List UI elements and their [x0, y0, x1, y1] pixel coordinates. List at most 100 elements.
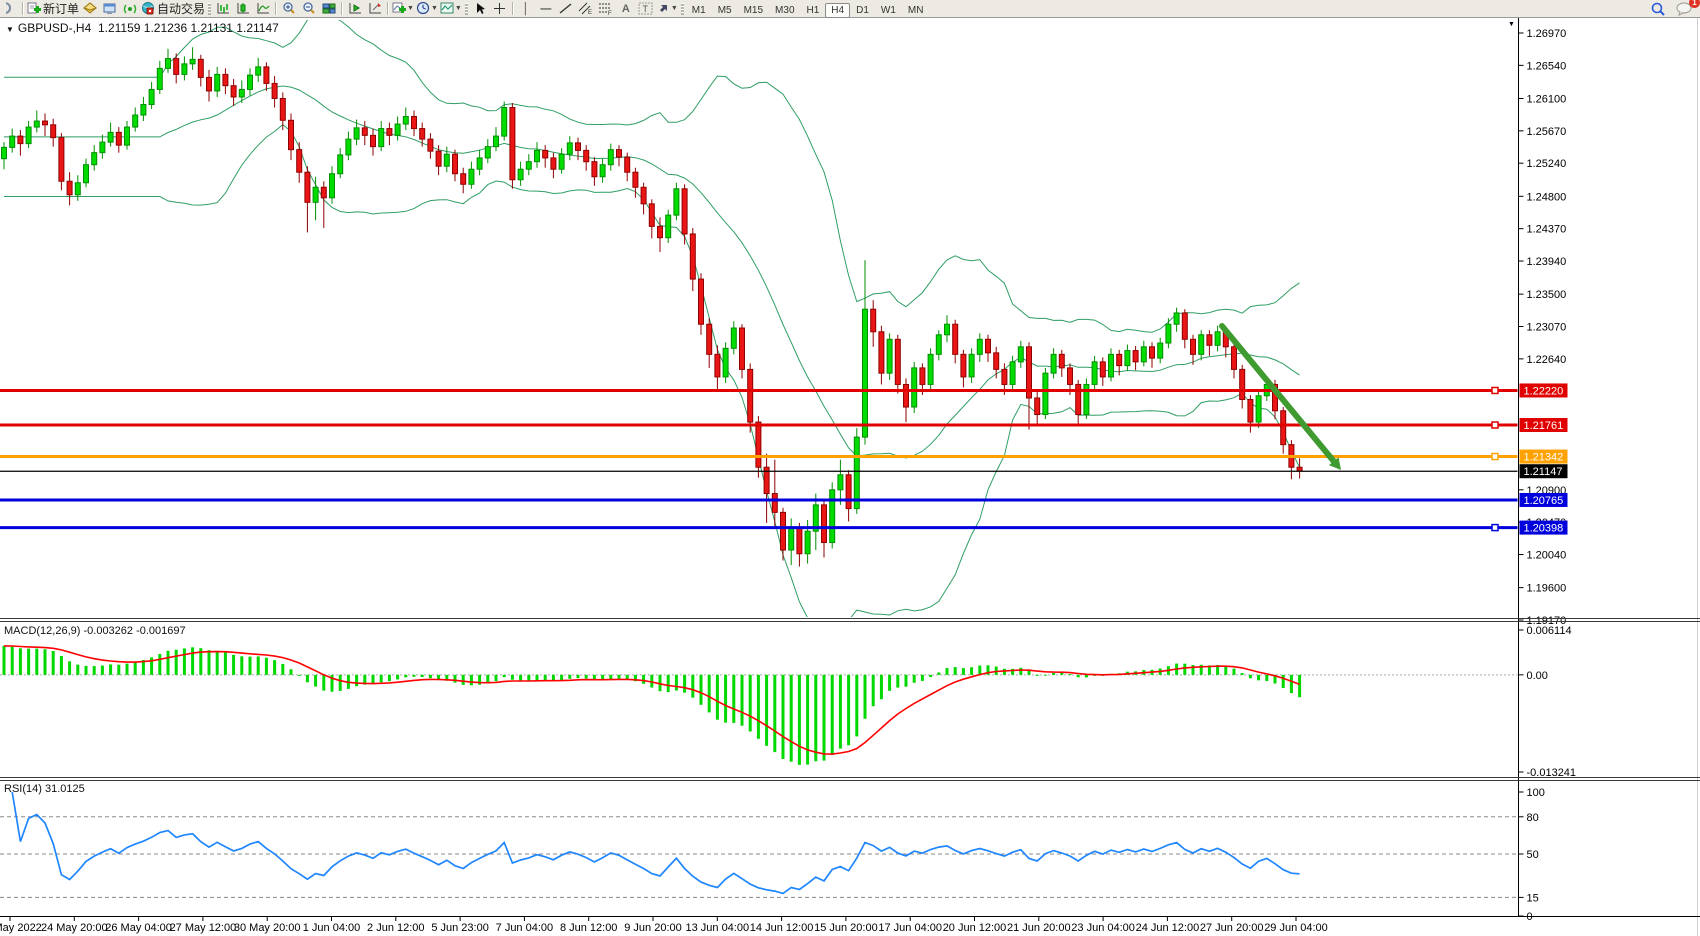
- svg-text:24 Jun 12:00: 24 Jun 12:00: [1136, 922, 1200, 934]
- svg-text:2 Jun 12:00: 2 Jun 12:00: [367, 922, 425, 934]
- charts-button[interactable]: [100, 1, 120, 16]
- notifications-button[interactable]: 1: [1674, 0, 1700, 16]
- vertical-line-button[interactable]: │: [522, 2, 530, 15]
- periods-button[interactable]: ▼: [415, 1, 439, 16]
- tile-windows-button[interactable]: [319, 1, 339, 16]
- timeframe-h1-button[interactable]: H1: [806, 4, 820, 16]
- main-toolbar: 新订单 自动交易 ▼ ▼: [0, 0, 1700, 18]
- price-axis[interactable]: 1.26970 1.26540 1.26100 1.25670 1.25240 1.248…: [1508, 17, 1698, 936]
- svg-text:9 Jun 20:00: 9 Jun 20:00: [624, 922, 682, 934]
- zoom-out-button[interactable]: [299, 1, 319, 16]
- svg-text:1.21761: 1.21761: [1524, 420, 1564, 432]
- templates-button[interactable]: ▼: [439, 1, 463, 16]
- level-handle[interactable]: [1491, 452, 1499, 461]
- zoom-in-button[interactable]: [279, 1, 299, 16]
- svg-text:0.00: 0.00: [1527, 670, 1548, 682]
- timeframe-m30-button[interactable]: M30: [775, 4, 795, 16]
- level-handle[interactable]: [1491, 523, 1499, 532]
- search-button[interactable]: [1648, 1, 1668, 16]
- indicators-button[interactable]: ▼: [391, 1, 415, 16]
- autotrading-icon: [142, 2, 155, 15]
- svg-text:1.25240: 1.25240: [1527, 158, 1567, 170]
- svg-text:7 Jun 04:00: 7 Jun 04:00: [496, 922, 554, 934]
- timeframe-m1-button[interactable]: M1: [691, 4, 706, 16]
- svg-text:8 Jun 12:00: 8 Jun 12:00: [560, 922, 618, 934]
- level-price-badge: 1.21761: [1519, 418, 1568, 433]
- fibonacci-button[interactable]: F: [596, 1, 616, 16]
- clipped-icon: [0, 1, 20, 16]
- bar-chart-button[interactable]: [213, 1, 233, 16]
- new-order-button[interactable]: 新订单: [26, 1, 80, 16]
- cursor-button[interactable]: [470, 1, 490, 16]
- chart-shift-button[interactable]: [365, 1, 385, 16]
- rsi-pane: [0, 791, 1518, 898]
- metaeditor-button[interactable]: [80, 1, 100, 16]
- new-order-label: 新订单: [43, 2, 80, 16]
- horizontal-levels-layer[interactable]: [0, 386, 1519, 532]
- autotrading-label: 自动交易: [157, 2, 206, 16]
- timeframe-mn-button[interactable]: MN: [907, 4, 924, 16]
- svg-text:13 Jun 04:00: 13 Jun 04:00: [685, 922, 749, 934]
- svg-text:T: T: [643, 4, 649, 14]
- svg-text:F: F: [608, 11, 612, 15]
- level-handle[interactable]: [1491, 386, 1499, 395]
- svg-text:1.26540: 1.26540: [1527, 60, 1567, 72]
- timeframe-m5-button[interactable]: M5: [717, 4, 732, 16]
- equidistant-channel-button[interactable]: E: [576, 1, 596, 16]
- signal-button[interactable]: [120, 1, 140, 16]
- timeframe-m15-button[interactable]: M15: [743, 4, 764, 16]
- trendline-button[interactable]: [556, 1, 576, 16]
- macd-pane: [0, 645, 1518, 765]
- auto-scroll-icon: [349, 3, 362, 14]
- svg-text:1.22640: 1.22640: [1527, 354, 1567, 366]
- new-order-icon: [27, 2, 41, 14]
- scale-marker-icon: ▼: [1508, 21, 1515, 28]
- bar-chart-icon: [217, 3, 230, 14]
- autotrading-button[interactable]: 自动交易: [140, 1, 206, 16]
- search-icon: [1651, 2, 1665, 16]
- auto-scroll-button[interactable]: [345, 1, 365, 16]
- svg-text:1.20040: 1.20040: [1527, 550, 1567, 562]
- timeframe-h4-button[interactable]: H4: [825, 2, 851, 18]
- candlestick-chart-button[interactable]: [233, 1, 253, 16]
- svg-text:23 Jun 04:00: 23 Jun 04:00: [1071, 922, 1135, 934]
- svg-text:1.23940: 1.23940: [1527, 256, 1567, 268]
- crosshair-button[interactable]: [490, 1, 510, 16]
- svg-text:26 May 04:00: 26 May 04:00: [105, 922, 172, 934]
- svg-text:21 Jun 20:00: 21 Jun 20:00: [1007, 922, 1071, 934]
- level-handle[interactable]: [1491, 421, 1499, 429]
- svg-text:80: 80: [1527, 812, 1539, 824]
- svg-text:1.20765: 1.20765: [1524, 495, 1564, 507]
- timeframe-d1-button[interactable]: D1: [856, 4, 869, 16]
- svg-text:27 May 12:00: 27 May 12:00: [170, 922, 237, 934]
- fibonacci-icon: F: [599, 3, 612, 15]
- line-chart-button[interactable]: [253, 1, 273, 16]
- one-click-trading-arrow-icon[interactable]: ▼: [6, 25, 14, 34]
- text-button[interactable]: A: [621, 2, 630, 15]
- svg-text:30 May 20:00: 30 May 20:00: [234, 922, 301, 934]
- line-chart-icon: [257, 3, 270, 14]
- svg-text:100: 100: [1527, 787, 1545, 799]
- level-price-badge: 1.22220: [1519, 383, 1568, 398]
- crosshair-icon: [494, 3, 506, 14]
- candlestick-chart-icon: [237, 3, 250, 14]
- arrows-button[interactable]: ▼: [656, 1, 679, 16]
- signal-icon: [123, 4, 137, 14]
- chart-symbol-period: GBPUSD-,H4: [17, 21, 92, 35]
- notification-badge: 1: [1689, 0, 1700, 8]
- macd-signal-line: [3, 645, 1300, 755]
- svg-text:5 Jun 23:00: 5 Jun 23:00: [431, 922, 489, 934]
- svg-text:24 May 20:00: 24 May 20:00: [41, 922, 108, 934]
- timeframe-w1-button[interactable]: W1: [880, 4, 896, 16]
- chart-shift-icon: [369, 3, 382, 14]
- trend-arrow-annotation[interactable]: [1219, 323, 1341, 470]
- svg-text:1.22220: 1.22220: [1524, 385, 1564, 397]
- svg-text:-0.013241: -0.013241: [1527, 767, 1577, 779]
- level-price-badge: 1.21342: [1519, 449, 1568, 464]
- svg-text:1 Jun 04:00: 1 Jun 04:00: [303, 922, 361, 934]
- text-label-button[interactable]: T: [636, 1, 656, 16]
- horizontal-line-button[interactable]: —: [540, 2, 552, 15]
- charts-icon: [103, 3, 116, 14]
